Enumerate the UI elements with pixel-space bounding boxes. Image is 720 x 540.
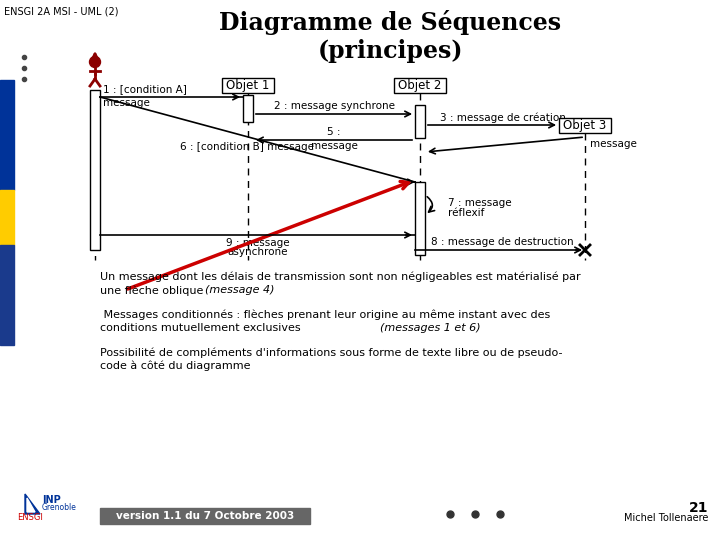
Text: une flèche oblique: une flèche oblique <box>100 285 207 295</box>
Text: message: message <box>590 139 637 149</box>
Text: asynchrone: asynchrone <box>228 247 288 257</box>
Text: 2 : message synchrone: 2 : message synchrone <box>274 101 395 111</box>
Text: 7 : message: 7 : message <box>448 198 512 208</box>
Text: Michel Tollenaere: Michel Tollenaere <box>624 513 708 523</box>
Bar <box>0 80 14 190</box>
Bar <box>100 508 310 524</box>
Bar <box>90 90 100 250</box>
Text: Possibilité de compléments d'informations sous forme de texte libre ou de pseudo: Possibilité de compléments d'information… <box>100 348 562 370</box>
Text: 8 : message de destruction: 8 : message de destruction <box>431 237 574 247</box>
Text: INP: INP <box>42 495 60 505</box>
Text: Objet 2: Objet 2 <box>398 78 441 91</box>
Bar <box>559 118 611 132</box>
Text: version 1.1 du 7 Octobre 2003: version 1.1 du 7 Octobre 2003 <box>116 511 294 521</box>
Text: Objet 1: Objet 1 <box>226 78 270 91</box>
Text: réflexif: réflexif <box>448 208 485 218</box>
Text: message: message <box>103 98 150 108</box>
Polygon shape <box>27 498 35 512</box>
Text: Diagramme de Séquences
(principes): Diagramme de Séquences (principes) <box>219 10 561 63</box>
Text: 1 : [condition A]: 1 : [condition A] <box>103 84 187 94</box>
Bar <box>415 182 425 255</box>
Text: 5 :: 5 : <box>328 127 341 137</box>
Text: (messages 1 et 6): (messages 1 et 6) <box>380 323 481 333</box>
Text: Grenoble: Grenoble <box>42 503 77 511</box>
Text: 21: 21 <box>688 501 708 515</box>
Text: conditions mutuellement exclusives: conditions mutuellement exclusives <box>100 323 304 333</box>
Bar <box>415 105 425 138</box>
Text: Messages conditionnés : flèches prenant leur origine au même instant avec des: Messages conditionnés : flèches prenant … <box>100 310 550 321</box>
Bar <box>0 245 14 345</box>
Text: ENSGI: ENSGI <box>17 512 43 522</box>
Text: ENSGI 2A MSI - UML (2): ENSGI 2A MSI - UML (2) <box>4 7 119 17</box>
Text: Un message dont les délais de transmission sont non négligeables est matérialisé: Un message dont les délais de transmissi… <box>100 272 580 282</box>
Polygon shape <box>25 494 40 514</box>
Circle shape <box>89 57 101 68</box>
Text: (message 4): (message 4) <box>205 285 274 295</box>
Text: 4 :: 4 : <box>590 123 603 133</box>
Text: 9 : message: 9 : message <box>225 238 289 248</box>
Text: message: message <box>310 141 357 151</box>
Text: 3 : message de création: 3 : message de création <box>440 112 565 123</box>
Bar <box>222 78 274 92</box>
Bar <box>243 95 253 122</box>
Bar <box>394 78 446 92</box>
Bar <box>0 190 14 245</box>
Text: Objet 3: Objet 3 <box>563 118 607 132</box>
Text: 6 : [condition B] message: 6 : [condition B] message <box>181 142 315 152</box>
